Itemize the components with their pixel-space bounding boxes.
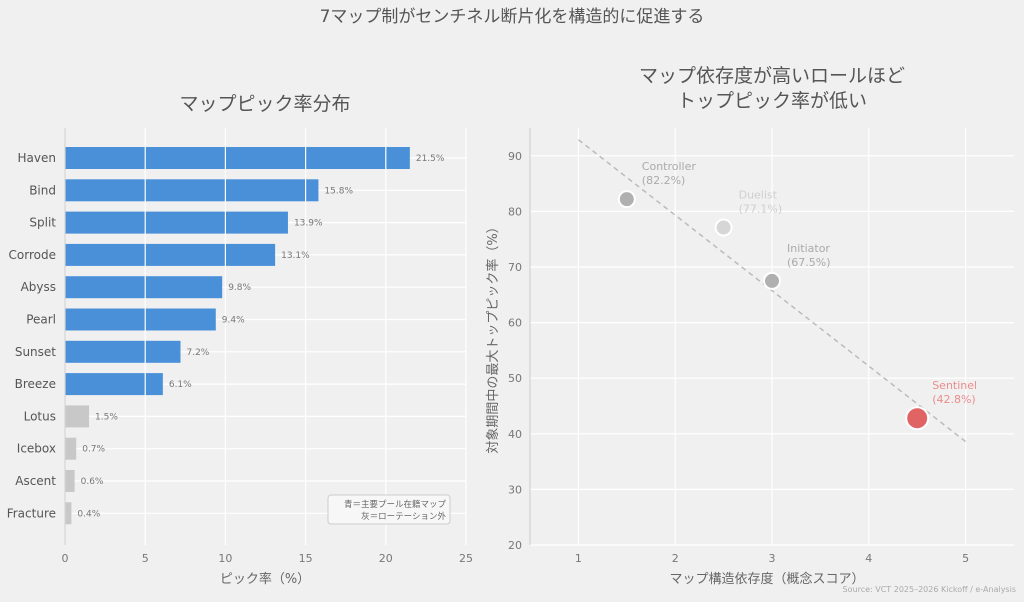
bar-breeze [65,373,163,396]
point-role-label-sentinel: Sentinel [932,379,977,392]
left-gridlines [65,157,466,514]
bar-value-label: 6.1% [169,380,192,390]
legend-line-rotation: 灰＝ローテーション外 [361,511,446,522]
bar-value-label: 9.8% [228,283,251,293]
left-x-tick-label: 5 [142,552,149,565]
scatter-points [617,190,930,431]
bar-split [65,211,288,234]
right-x-axis-label: マップ構造依存度（概念スコア） [669,571,864,587]
right-x-tick-label: 3 [769,552,776,565]
bar-value-label: 15.8% [324,186,353,196]
right-y-tick-labels: 20 30 40 50 60 70 80 90 [508,150,522,552]
bar-value-label: 13.9% [294,219,323,229]
right-y-tick-label: 80 [508,205,522,218]
left-category-labels: Haven Bind Split Corrode Abyss Pearl Sunset Bre… [7,151,57,520]
category-label: Corrode [9,248,56,262]
right-scatter-chart: マップ依存度が高いロールほど トップピック率が低い 20 30 40 50 60 70 80… [485,65,1014,587]
category-label: Breeze [15,377,56,391]
right-x-tick-label: 5 [962,552,969,565]
category-label: Ascent [15,474,56,488]
left-x-axis-label: ピック率（%） [220,571,310,587]
left-x-tick-label: 20 [379,552,393,565]
bar-sunset [65,340,181,363]
right-x-tick-label: 1 [575,552,582,565]
bar-value-label: 9.4% [222,316,245,326]
left-chart-title: マップピック率分布 [179,93,350,115]
right-y-tick-label: 90 [508,150,522,163]
point-sentinel [905,406,930,431]
right-x-tick-label: 4 [865,552,872,565]
category-label: Haven [18,151,56,165]
bar-value-label: 0.7% [82,445,105,455]
left-x-tick-label: 25 [459,552,473,565]
point-value-label-controller: (82.2%) [642,174,686,187]
left-legend-box: 青＝主要プール在籍マップ 灰＝ローテーション外 [327,494,451,525]
scatter-point-labels: Controller(82.2%) Duelist(77.1%) Initiator… [642,160,977,406]
point-duelist [714,218,733,237]
trend-line [577,139,967,443]
right-y-tick-label: 60 [508,317,522,330]
point-role-label-initiator: Initiator [787,242,830,255]
bar-value-label: 21.5% [416,154,445,164]
bar-bind [65,179,319,202]
legend-line-primary: 青＝主要プール在籍マップ [344,499,447,510]
category-label: Split [29,216,56,230]
point-value-label-initiator: (67.5%) [787,256,831,269]
bar-lotus [65,405,90,428]
bar-abyss [65,276,223,299]
point-role-label-duelist: Duelist [739,189,778,202]
point-controller [617,190,636,209]
right-y-tick-label: 30 [508,483,522,496]
category-label: Lotus [24,409,56,423]
category-label: Pearl [26,313,56,327]
left-bar-chart: マップピック率分布 Haven Bind Split Corrode Abyss Pear… [7,93,473,587]
right-y-tick-label: 20 [508,539,522,552]
right-gridlines [530,128,1014,546]
left-x-tick-labels: 0 5 10 15 20 25 [62,552,474,565]
bar-value-label: 1.5% [95,412,118,422]
point-value-label-duelist: (77.1%) [739,203,783,216]
left-x-tick-label: 10 [218,552,232,565]
right-x-tick-labels: 1 2 3 4 5 [575,552,969,565]
right-y-tick-label: 50 [508,372,522,385]
category-label: Bind [29,183,56,197]
bar-value-label: 0.4% [77,509,100,519]
point-value-label-sentinel: (42.8%) [932,393,976,406]
left-x-tick-label: 15 [299,552,313,565]
category-label: Abyss [21,280,56,294]
bar-value-label: 0.6% [81,477,104,487]
bar-corrode [65,243,276,266]
right-y-tick-label: 70 [508,261,522,274]
bar-haven [65,147,410,169]
right-chart-title-line-2: トップピック率が低い [677,90,867,112]
point-role-label-controller: Controller [642,160,697,173]
right-x-tick-label: 2 [672,552,679,565]
right-y-axis-label: 対象期間中の最大トップピック率（%） [485,220,501,453]
bar-value-label: 13.1% [281,251,310,261]
point-initiator [763,271,781,290]
right-chart-title-line-1: マップ依存度が高いロールほど [639,65,905,87]
bar-icebox [65,437,77,460]
suptitle: 7マップ制がセンチネル断片化を構造的に促進する [320,7,705,27]
source-note: Source: VCT 2025–2026 Kickoff / e-Analys… [843,585,1016,594]
bar-value-label: 7.2% [186,348,209,358]
left-value-labels: 21.5% 15.8% 13.9% 13.1% 9.8% 9.4% 7.2% 6.1% 1.5%… [77,154,444,519]
category-label: Fracture [7,506,56,520]
category-label: Icebox [17,442,56,456]
category-label: Sunset [15,345,56,359]
bar-pearl [65,308,216,331]
left-bars [65,147,410,525]
bar-fracture [65,502,72,525]
bar-ascent [65,470,75,492]
left-x-tick-label: 0 [62,552,69,565]
right-y-tick-label: 40 [508,428,522,441]
